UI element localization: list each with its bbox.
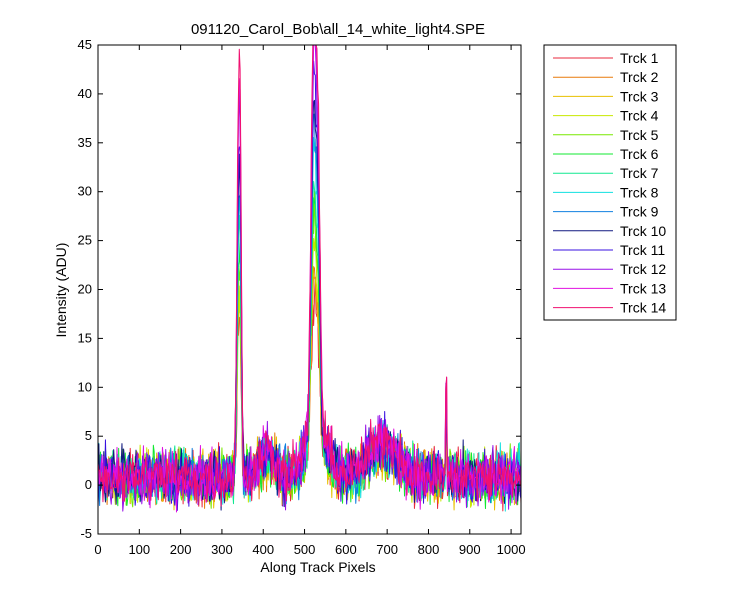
legend-label-trck-13: Trck 13 (620, 280, 666, 296)
legend-label-trck-14: Trck 14 (620, 300, 666, 316)
y-tick-label: 10 (78, 379, 92, 394)
y-tick-label: 40 (78, 86, 92, 101)
legend-label-trck-8: Trck 8 (620, 184, 659, 200)
legend-label-trck-3: Trck 3 (620, 88, 659, 104)
y-axis-label: Intensity (ADU) (53, 243, 69, 338)
x-tick-label: 700 (376, 542, 398, 557)
x-tick-label: 900 (459, 542, 481, 557)
legend-label-trck-1: Trck 1 (620, 50, 659, 66)
plot-area: 0 100 200 300 400 500 600 700 800 900 1000 -505101… (78, 37, 526, 557)
y-tick-label: 0 (85, 477, 92, 492)
y-tick-label: -5 (80, 526, 92, 541)
y-tick-label: 5 (85, 428, 92, 443)
x-axis: 0 100 200 300 400 500 600 700 800 900 1000 (94, 45, 526, 557)
legend-label-trck-12: Trck 12 (620, 261, 666, 277)
y-tick-label: 20 (78, 282, 92, 297)
legend-box (543, 44, 677, 321)
x-tick-label: 800 (418, 542, 440, 557)
y-tick-label: 30 (78, 184, 92, 199)
legend-label-trck-7: Trck 7 (620, 165, 659, 181)
x-tick-label: 200 (170, 542, 192, 557)
chart-title: 091120_Carol_Bob\all_14_white_light4.SPE (191, 21, 485, 38)
y-tick-label: 35 (78, 135, 92, 150)
x-tick-label: 500 (294, 542, 316, 557)
y-tick-label: 45 (78, 37, 92, 52)
y-tick-label: 25 (78, 233, 92, 248)
series-layer (97, 44, 522, 513)
x-tick-label: 1000 (497, 542, 526, 557)
x-tick-label: 400 (252, 542, 274, 557)
legend-label-trck-6: Trck 6 (620, 146, 659, 162)
x-tick-label: 100 (128, 542, 150, 557)
x-axis-label: Along Track Pixels (260, 559, 375, 575)
x-tick-label: 0 (94, 542, 101, 557)
y-tick-label: 15 (78, 330, 92, 345)
legend-label-trck-5: Trck 5 (620, 127, 659, 143)
x-tick-label: 300 (211, 542, 233, 557)
legend: Trck 1 Trck 2 Trck 3 Trck 4 Trck 5 Trck 6 Trck… (543, 44, 677, 321)
legend-label-trck-2: Trck 2 (620, 69, 659, 85)
legend-label-trck-9: Trck 9 (620, 204, 659, 220)
series-line-trck-14 (97, 44, 522, 507)
legend-items: Trck 1 Trck 2 Trck 3 Trck 4 Trck 5 Trck 6 Trck… (553, 50, 666, 316)
x-tick-label: 600 (335, 542, 357, 557)
legend-label-trck-11: Trck 11 (620, 242, 665, 258)
y-axis: -5 0 5 10 15 20 25 30 35 40 45 (78, 37, 521, 541)
legend-label-trck-10: Trck 10 (620, 223, 666, 239)
legend-label-trck-4: Trck 4 (620, 108, 659, 124)
